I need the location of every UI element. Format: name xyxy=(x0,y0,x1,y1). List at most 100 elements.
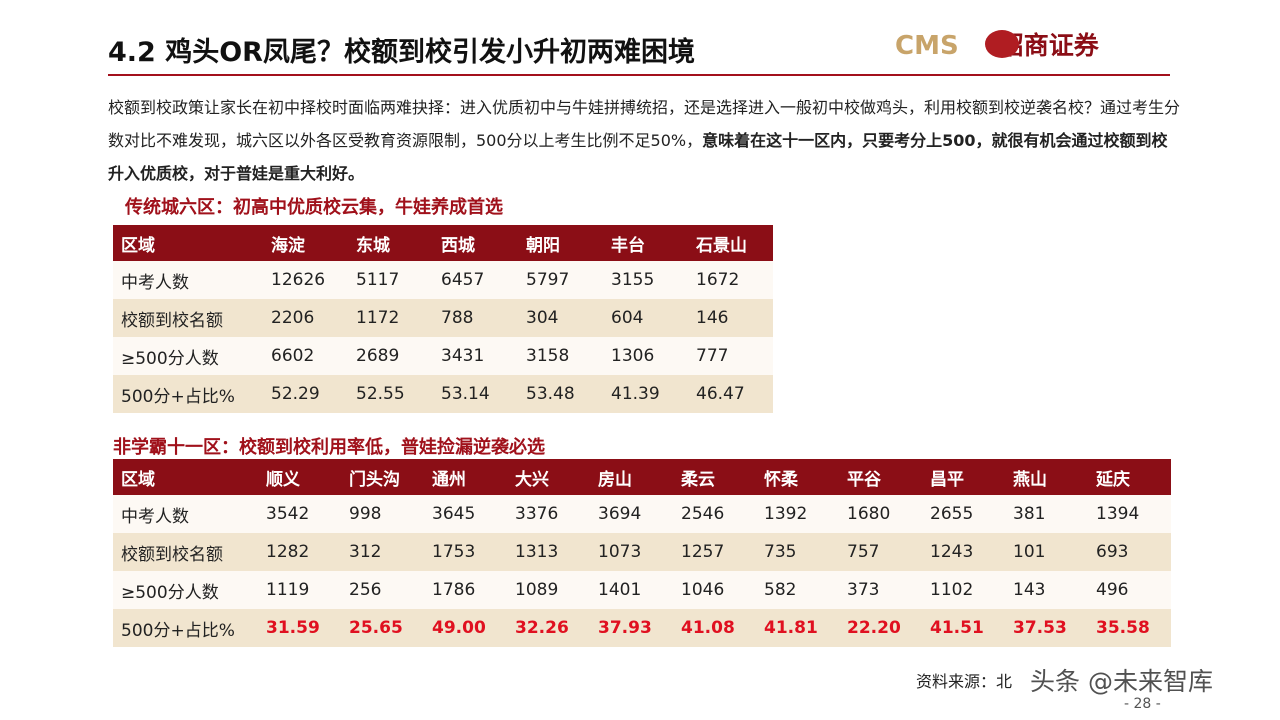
value-cell: 31.59 xyxy=(258,609,341,647)
value-cell: 1257 xyxy=(673,533,756,571)
header-cell: 东城 xyxy=(348,225,433,261)
value-cell: 1786 xyxy=(424,571,507,609)
value-cell: 373 xyxy=(839,571,922,609)
table-row: 校额到校名额 2206 1172 788 304 604 146 xyxy=(113,299,773,337)
value-cell: 1313 xyxy=(507,533,590,571)
logo-badge xyxy=(985,30,1019,58)
value-cell: 46.47 xyxy=(688,375,773,413)
value-cell: 3431 xyxy=(433,337,518,375)
value-cell: 381 xyxy=(1005,495,1088,533)
header-cell: 柔云 xyxy=(673,459,756,495)
value-cell: 1172 xyxy=(348,299,433,337)
header-cell: 区域 xyxy=(113,459,258,495)
header-cell: 平谷 xyxy=(839,459,922,495)
header-cell: 石景山 xyxy=(688,225,773,261)
value-cell: 146 xyxy=(688,299,773,337)
paragraph-text: 校额到校政策让家长在初中择校时面临两难抉择：进入优质初中与牛娃拼搏统招，还是选择… xyxy=(108,98,1181,150)
value-cell: 693 xyxy=(1088,533,1171,571)
value-cell: 101 xyxy=(1005,533,1088,571)
value-cell: 3694 xyxy=(590,495,673,533)
data-table: 区域 海淀 东城 西城 朝阳 丰台 石景山 中考人数 12626 5117 6457 5797 3155… xyxy=(113,225,773,413)
title-rule xyxy=(108,74,1170,76)
page-number: - 28 - xyxy=(1124,696,1161,712)
header-cell: 房山 xyxy=(590,459,673,495)
value-cell: 41.51 xyxy=(922,609,1005,647)
value-cell: 3155 xyxy=(603,261,688,299)
value-cell: 1392 xyxy=(756,495,839,533)
value-cell: 32.26 xyxy=(507,609,590,647)
header-cell: 顺义 xyxy=(258,459,341,495)
table-row: 中考人数 12626 5117 6457 5797 3155 1672 xyxy=(113,261,773,299)
value-cell: 312 xyxy=(341,533,424,571)
value-cell: 1680 xyxy=(839,495,922,533)
value-cell: 22.20 xyxy=(839,609,922,647)
data-table: 区域 顺义 门头沟 通州 大兴 房山 柔云 怀柔 平谷 昌平 燕山 延庆 中考人数 3542 998 3645… xyxy=(113,459,1171,647)
value-cell: 52.29 xyxy=(263,375,348,413)
value-cell: 49.00 xyxy=(424,609,507,647)
row-label: 中考人数 xyxy=(113,495,258,533)
header-cell: 海淀 xyxy=(263,225,348,261)
header-cell: 燕山 xyxy=(1005,459,1088,495)
header-cell: 区域 xyxy=(113,225,263,261)
row-label: ≥500分人数 xyxy=(113,571,258,609)
value-cell: 6457 xyxy=(433,261,518,299)
table-row: 500分+占比% 31.59 25.65 49.00 32.26 37.93 41.08 41… xyxy=(113,609,1171,647)
row-label: 500分+占比% xyxy=(113,375,263,413)
value-cell: 35.58 xyxy=(1088,609,1171,647)
value-cell: 12626 xyxy=(263,261,348,299)
value-cell: 582 xyxy=(756,571,839,609)
value-cell: 304 xyxy=(518,299,603,337)
value-cell: 496 xyxy=(1088,571,1171,609)
table-row: ≥500分人数 6602 2689 3431 3158 1306 777 xyxy=(113,337,773,375)
watermark: 头条 @未来智库 xyxy=(1030,667,1213,696)
header-row: 区域 顺义 门头沟 通州 大兴 房山 柔云 怀柔 平谷 昌平 燕山 延庆 xyxy=(113,459,1171,495)
source: 资料来源：北 xyxy=(916,672,1013,691)
row-label: 中考人数 xyxy=(113,261,263,299)
section-subtitle: 传统城六区：初高中优质校云集，牛娃养成首选 xyxy=(125,197,503,218)
table-row: 中考人数 3542 998 3645 3376 3694 2546 1392 1680 2655 3… xyxy=(113,495,1171,533)
value-cell: 143 xyxy=(1005,571,1088,609)
row-label: 校额到校名额 xyxy=(113,533,258,571)
value-cell: 52.55 xyxy=(348,375,433,413)
value-cell: 1672 xyxy=(688,261,773,299)
value-cell: 1753 xyxy=(424,533,507,571)
value-cell: 37.53 xyxy=(1005,609,1088,647)
logo: CMS 招商证券 xyxy=(895,26,1099,62)
header-row: 区域 海淀 东城 西城 朝阳 丰台 石景山 xyxy=(113,225,773,261)
value-cell: 3376 xyxy=(507,495,590,533)
value-cell: 5117 xyxy=(348,261,433,299)
logo-en: CMS xyxy=(895,31,959,61)
value-cell: 1306 xyxy=(603,337,688,375)
value-cell: 6602 xyxy=(263,337,348,375)
value-cell: 41.39 xyxy=(603,375,688,413)
value-cell: 998 xyxy=(341,495,424,533)
row-label: 500分+占比% xyxy=(113,609,258,647)
value-cell: 604 xyxy=(603,299,688,337)
value-cell: 2655 xyxy=(922,495,1005,533)
value-cell: 735 xyxy=(756,533,839,571)
slide-title: 4.2 鸡头OR凤尾？校额到校引发小升初两难困境 xyxy=(108,37,695,68)
header-cell: 门头沟 xyxy=(341,459,424,495)
value-cell: 2546 xyxy=(673,495,756,533)
header-cell: 昌平 xyxy=(922,459,1005,495)
value-cell: 41.81 xyxy=(756,609,839,647)
value-cell: 1089 xyxy=(507,571,590,609)
header-cell: 大兴 xyxy=(507,459,590,495)
value-cell: 1243 xyxy=(922,533,1005,571)
value-cell: 3542 xyxy=(258,495,341,533)
paragraph-bold: 意味着在这十一区内，只要考分上500，就很有机会通过校额到校升入优质校，对于普娃… xyxy=(108,131,1168,183)
value-cell: 757 xyxy=(839,533,922,571)
value-cell: 2689 xyxy=(348,337,433,375)
table-row: 校额到校名额 1282 312 1753 1313 1073 1257 735 757 1243 1… xyxy=(113,533,1171,571)
value-cell: 1394 xyxy=(1088,495,1171,533)
table-row: ≥500分人数 1119 256 1786 1089 1401 1046 582 373 1102… xyxy=(113,571,1171,609)
header-cell: 怀柔 xyxy=(756,459,839,495)
value-cell: 3645 xyxy=(424,495,507,533)
value-cell: 5797 xyxy=(518,261,603,299)
value-cell: 1073 xyxy=(590,533,673,571)
value-cell: 1046 xyxy=(673,571,756,609)
value-cell: 256 xyxy=(341,571,424,609)
value-cell: 1119 xyxy=(258,571,341,609)
header-cell: 通州 xyxy=(424,459,507,495)
